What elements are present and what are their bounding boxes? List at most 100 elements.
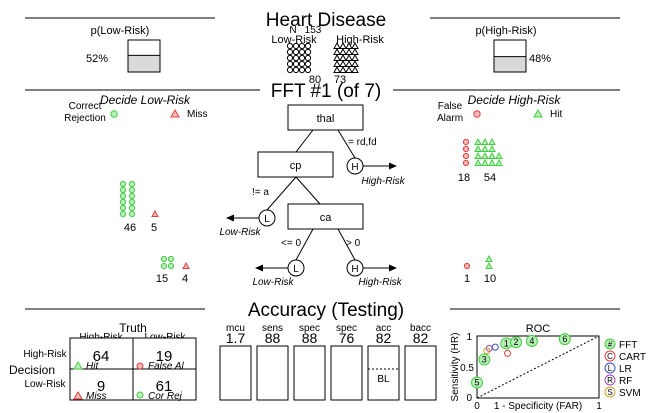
roc-legend-fft-label: FFT (619, 340, 637, 351)
roc-legend-svm-icon (604, 386, 616, 398)
cr-icon (128, 204, 136, 212)
p-low-fill (127, 54, 161, 73)
row-low-label: Low-Risk (24, 379, 66, 390)
roc-legend-rf-label: RF (619, 376, 632, 387)
low-count: 80 (309, 74, 321, 86)
node-ca-label: ca (320, 212, 333, 224)
metric-3-name: spec (336, 323, 357, 334)
roc-points: 5 3 1 2 4 6 (471, 333, 571, 389)
metric-0-name: mcu (226, 323, 245, 334)
miss-icon (151, 209, 159, 217)
cell-cr-icon (136, 391, 144, 399)
roc-fft-label-6: 6 (562, 334, 567, 344)
cell-cr-label: Cor Rej (148, 391, 183, 402)
metric-1-value: 88 (265, 330, 281, 346)
exit-low-1-letter: L (264, 214, 270, 225)
hit-icon (481, 137, 489, 145)
roc-diagonal (476, 335, 600, 399)
legend-cr-line2: Rejection (64, 113, 106, 124)
fa-icon (462, 152, 470, 160)
legend-hit-icon (533, 108, 543, 118)
hit-icon (474, 151, 482, 159)
level-4-icons (463, 254, 493, 270)
roc-legend-svm-label: SVM (619, 388, 641, 399)
high-class-icon (339, 65, 347, 73)
metric-0-value: 1.7 (226, 330, 246, 346)
roc-legend-svm-symbol: S (607, 388, 612, 397)
tree-title: FFT #1 (of 7) (271, 81, 382, 102)
roc-fft-label-1: 1 (504, 338, 509, 348)
cr-icon (119, 210, 127, 218)
cr-icon (119, 204, 127, 212)
n-value: 153 (305, 25, 322, 36)
metric-1-bar (256, 345, 289, 401)
high-class-icon (333, 59, 341, 67)
high-class-icon (333, 41, 341, 49)
roc-fft-point-3 (478, 353, 491, 366)
fa-icon (462, 138, 470, 146)
decide-high-header: Decide High-Risk (468, 93, 562, 107)
low-class-icon (298, 60, 306, 68)
node-cp-label: cp (290, 160, 302, 172)
hit-icon (474, 158, 482, 166)
roc-fft-point-4 (525, 334, 538, 347)
cr-icon (128, 210, 136, 218)
level-2-icons (119, 180, 159, 218)
edge-thal-high-label: = rd,fd (348, 137, 377, 148)
metric-4-bar (367, 345, 400, 401)
hit-icon (488, 151, 496, 159)
level-1-icons (462, 137, 503, 167)
p-high-fill (493, 56, 527, 73)
cell-cr-value: 61 (156, 378, 173, 395)
high-class-icon (339, 41, 347, 49)
edge-cp-low-label: != a (252, 187, 269, 198)
high-class-icon (351, 47, 359, 55)
low-class-icon (292, 60, 300, 68)
fa-icon (462, 145, 470, 153)
edge-cp-low (266, 176, 297, 211)
low-class-icon (298, 48, 306, 56)
cr-icon (167, 262, 175, 270)
low-class-icon (286, 54, 294, 62)
exit-high-2-letter: H (351, 264, 358, 275)
hit-icon (488, 158, 496, 166)
hit-icon (481, 151, 489, 159)
fa-icon (462, 159, 470, 167)
hit-icon (485, 261, 493, 269)
hit-icon (485, 254, 493, 262)
high-class-icon (351, 41, 359, 49)
roc-fft-point-6 (558, 333, 571, 346)
metric-3-bar (330, 345, 363, 401)
low-class-icon (298, 66, 306, 74)
low-class-icon (286, 48, 294, 56)
low-class-icon (286, 60, 294, 68)
cell-hit-label: Hit (86, 361, 99, 372)
cell-hit-icon (73, 360, 83, 370)
roc-ytick-0: 0 (466, 393, 472, 404)
metric-2-name: spec (299, 323, 320, 334)
low-class-icon (298, 42, 306, 50)
exit-low-2-arrowhead (255, 264, 263, 272)
cr-icon (128, 180, 136, 188)
high-class-icon (339, 47, 347, 55)
metric-3-value: 76 (339, 330, 355, 346)
roc-legend-lr-symbol: L (608, 364, 613, 373)
edge-cp-ca (295, 176, 321, 205)
cr-icon (119, 198, 127, 206)
cr-icon (119, 180, 127, 188)
cr-icon (167, 255, 175, 263)
high-class-icon (345, 41, 353, 49)
high-class-icon (351, 65, 359, 73)
level-4-hit-count: 10 (484, 273, 496, 285)
metric-0-bar (219, 345, 252, 401)
level-3-miss-count: 4 (182, 273, 188, 285)
low-class-icon (292, 48, 300, 56)
edge-ca-low-label: <= 0 (281, 238, 301, 249)
low-class-icon (304, 42, 312, 50)
roc-title: ROC (526, 323, 551, 335)
level-4-fa-count: 1 (464, 273, 470, 285)
legend-fa-line1: False (438, 101, 463, 112)
cell-fa-icon (136, 362, 144, 370)
hit-icon (481, 158, 489, 166)
